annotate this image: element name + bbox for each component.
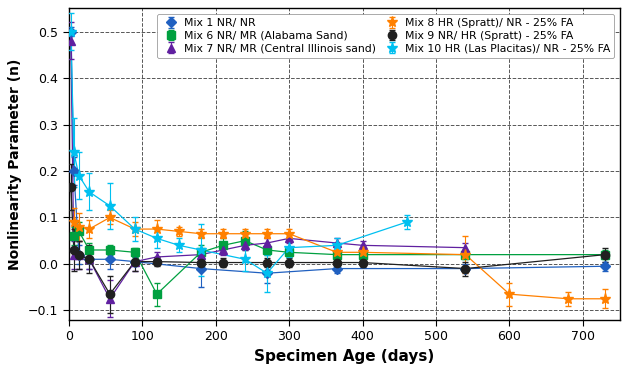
- Y-axis label: Nonlinearity Parameter (n): Nonlinearity Parameter (n): [8, 58, 23, 270]
- X-axis label: Specimen Age (days): Specimen Age (days): [254, 349, 435, 364]
- Legend: Mix 1 NR/ NR, Mix 6 NR/ MR (Alabama Sand), Mix 7 NR/ MR (Central Illinois sand),: Mix 1 NR/ NR, Mix 6 NR/ MR (Alabama Sand…: [157, 14, 614, 58]
